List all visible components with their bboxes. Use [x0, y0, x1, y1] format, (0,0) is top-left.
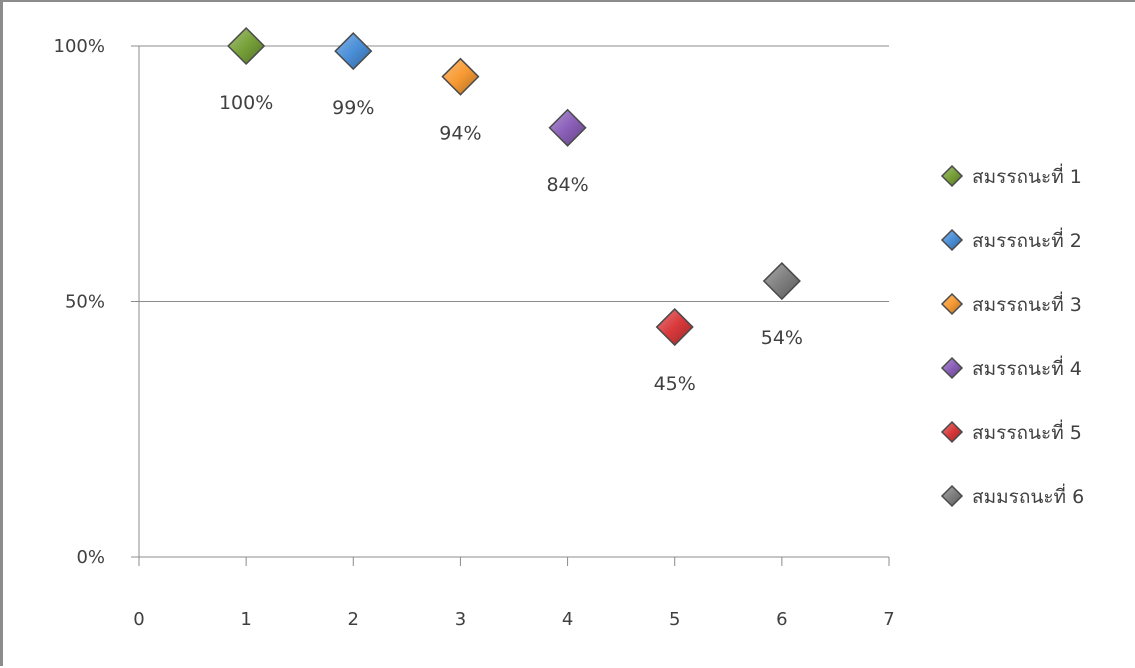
data-label-2: 99% — [332, 97, 374, 119]
legend-marker-2 — [940, 228, 964, 252]
scatter-chart: 0% 50% 100% 0 1 2 3 4 5 6 7 100% 99% 94% 84% 45% 54% สม… — [54, 26, 1084, 630]
data-label-1: 100% — [219, 92, 273, 114]
x-tick-label: 5 — [669, 609, 680, 630]
y-tick-label: 100% — [54, 36, 105, 57]
legend: สมรรถนะที่ 1 สมรรถนะที่ 2 สมรรถนะที่ 3 สมรร… — [940, 163, 1084, 508]
data-point-6 — [762, 261, 801, 301]
legend-marker-4 — [940, 356, 964, 380]
legend-label-4: สมรรถนะที่ 4 — [972, 355, 1082, 380]
data-label-3: 94% — [439, 123, 481, 145]
data-point-3 — [441, 57, 480, 96]
data-point-1 — [227, 26, 266, 66]
data-label-5: 45% — [654, 373, 696, 395]
x-tick-label: 7 — [883, 609, 894, 630]
legend-marker-1 — [940, 164, 964, 188]
legend-marker-5 — [940, 420, 964, 444]
axes — [131, 45, 890, 566]
y-tick-label: 0% — [76, 547, 105, 568]
data-label-4: 84% — [546, 174, 588, 196]
tick-labels: 0% 50% 100% 0 1 2 3 4 5 6 7 — [54, 36, 895, 630]
x-tick-label: 2 — [348, 609, 359, 630]
legend-label-6: สมมรถนะที่ 6 — [972, 483, 1084, 508]
gridlines — [139, 45, 889, 302]
data-labels: 100% 99% 94% 84% 45% 54% — [219, 92, 803, 395]
x-tick-label: 1 — [240, 609, 251, 630]
legend-marker-6 — [940, 484, 964, 508]
data-point-5 — [655, 307, 694, 347]
data-point-2 — [334, 32, 373, 71]
legend-label-2: สมรรถนะที่ 2 — [972, 227, 1082, 252]
x-tick-label: 6 — [776, 609, 787, 630]
x-tick-label: 0 — [133, 609, 144, 630]
y-tick-label: 50% — [65, 292, 105, 313]
legend-label-5: สมรรถนะที่ 5 — [972, 419, 1082, 444]
legend-label-1: สมรรถนะที่ 1 — [972, 163, 1082, 188]
data-points — [227, 26, 801, 347]
data-point-4 — [548, 108, 587, 147]
x-tick-label: 4 — [562, 609, 573, 630]
x-tick-label: 3 — [455, 609, 466, 630]
legend-label-3: สมรรถนะที่ 3 — [972, 291, 1082, 316]
legend-marker-3 — [940, 292, 964, 316]
data-label-6: 54% — [761, 327, 803, 349]
